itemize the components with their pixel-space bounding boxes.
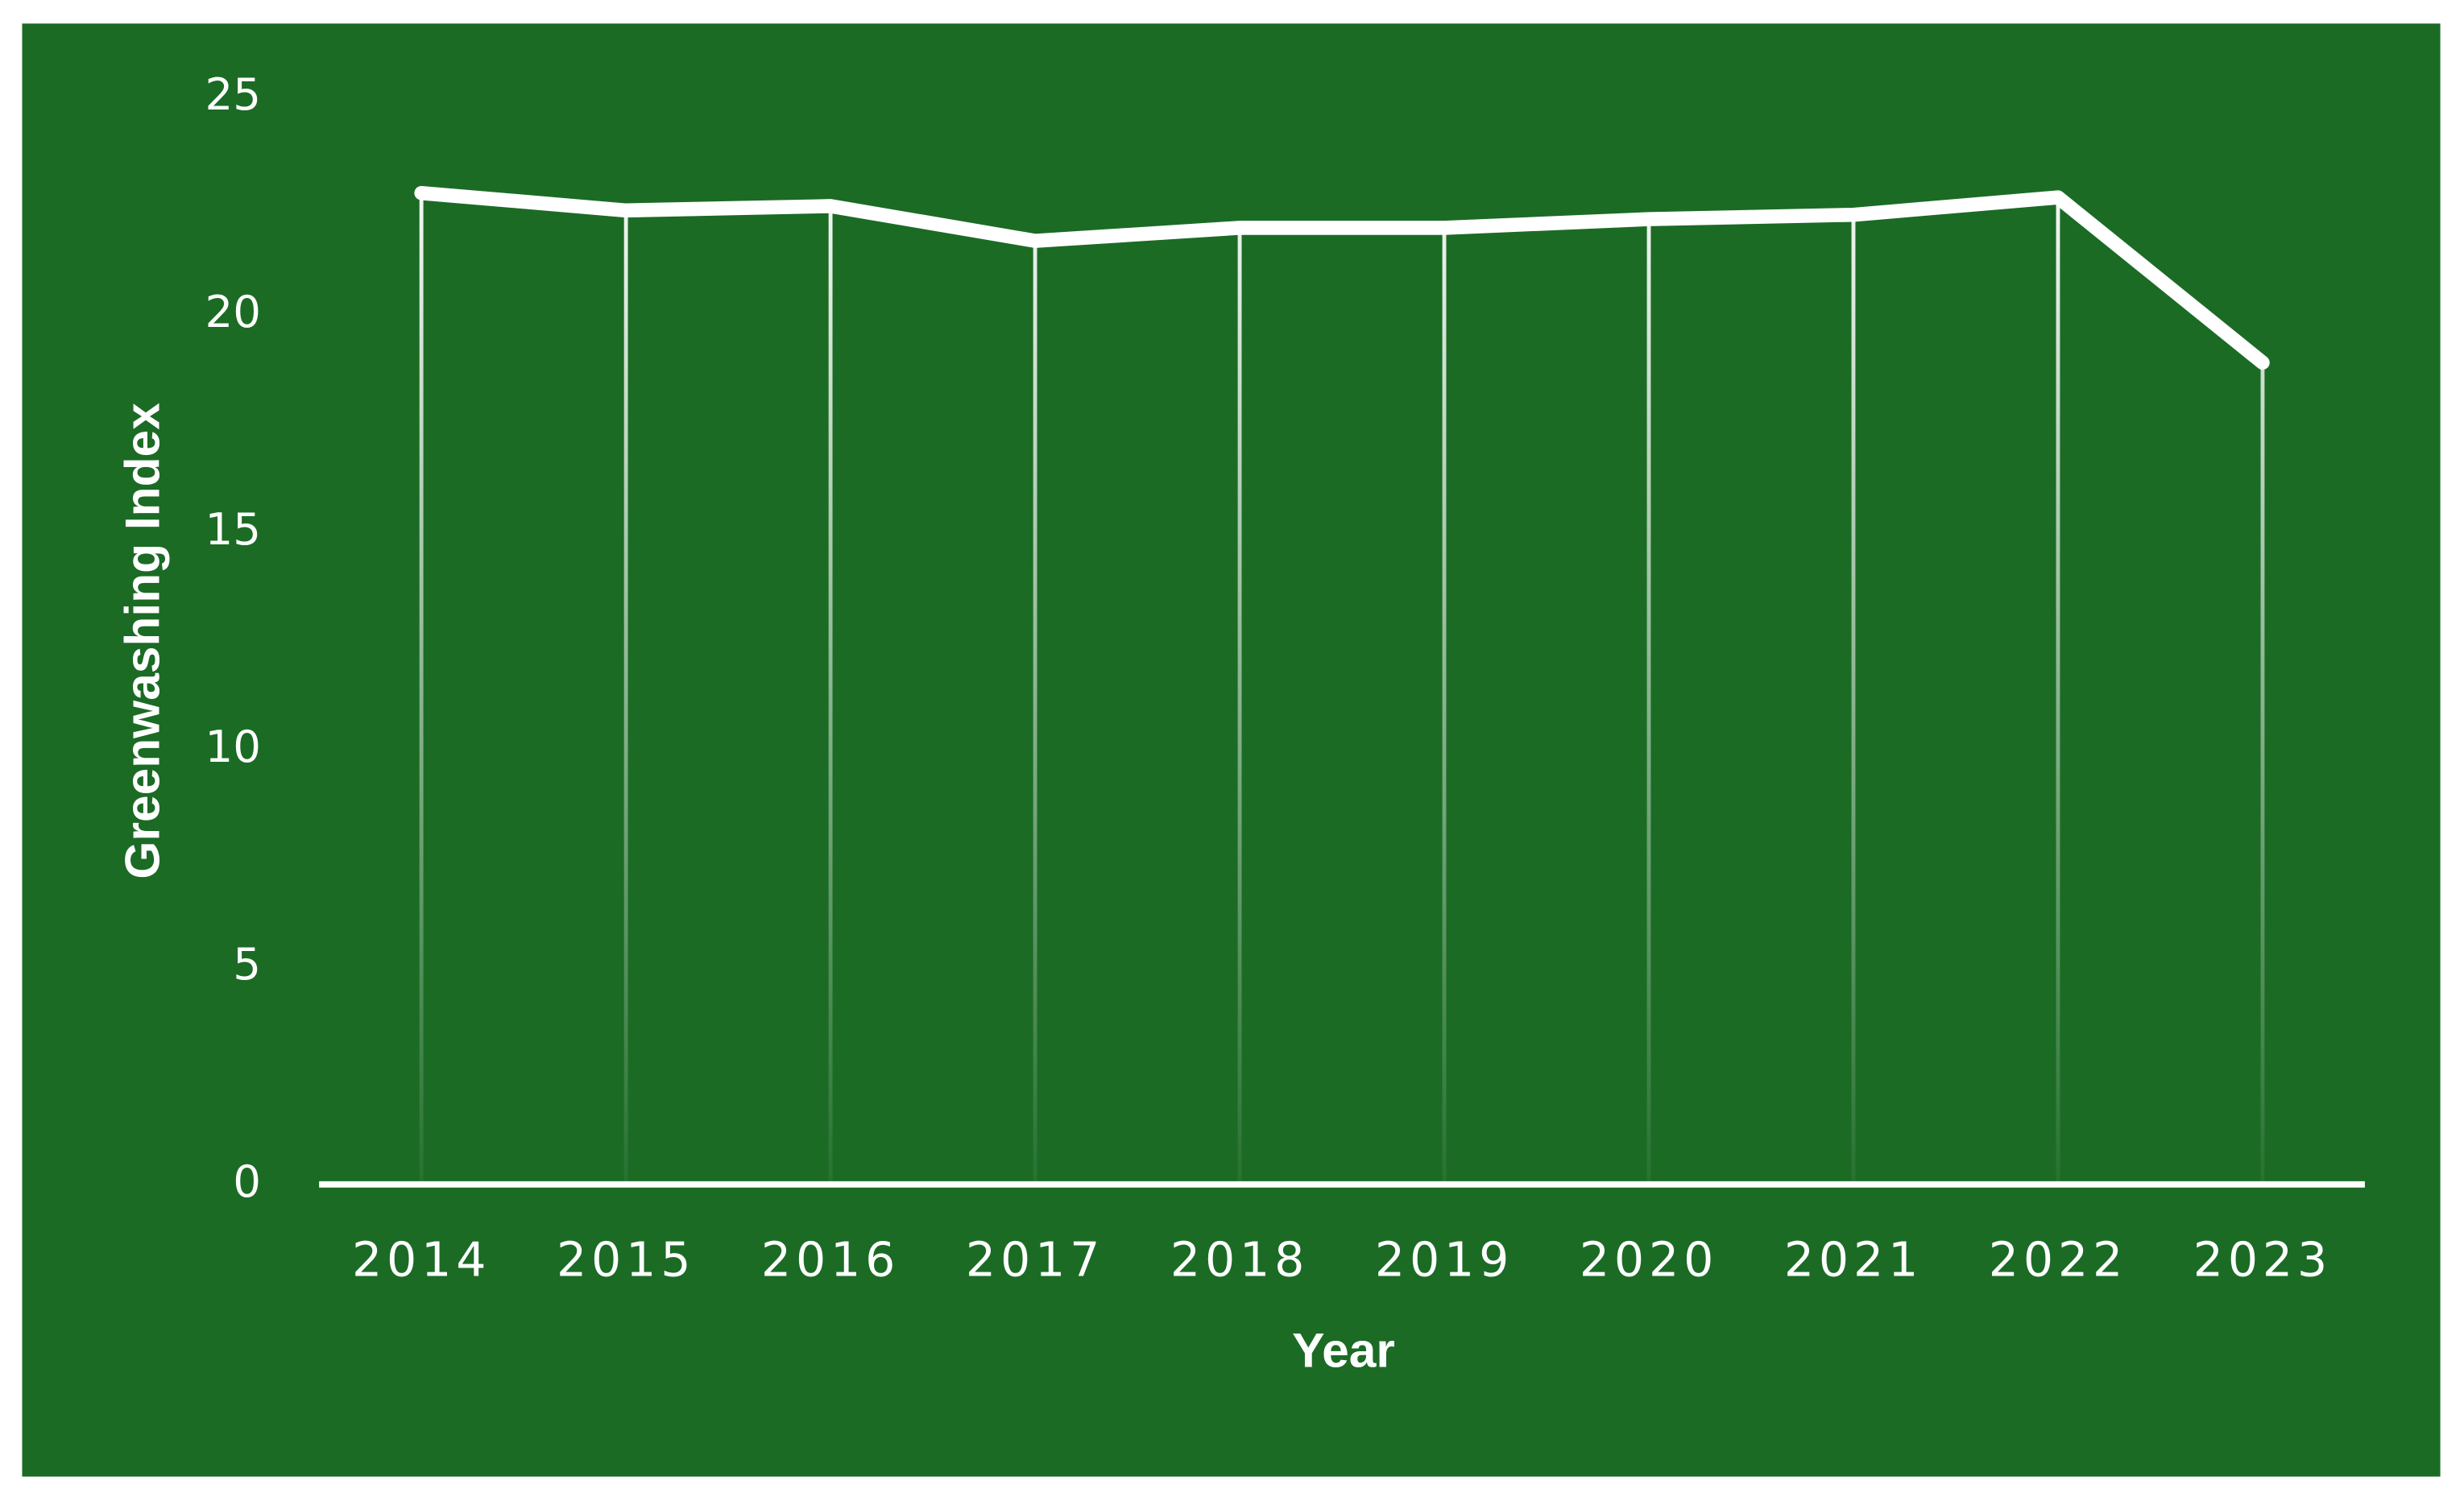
y-tick-label: 25 bbox=[205, 68, 260, 120]
x-tick-label: 2023 bbox=[2193, 1232, 2332, 1287]
plot-background bbox=[22, 23, 2441, 1477]
x-tick-label: 2014 bbox=[352, 1232, 491, 1287]
y-tick-label: 15 bbox=[205, 503, 260, 555]
x-tick-label: 2015 bbox=[557, 1232, 695, 1287]
y-tick-label: 0 bbox=[233, 1156, 261, 1207]
x-tick-label: 2022 bbox=[1989, 1232, 2127, 1287]
y-tick-label: 20 bbox=[205, 286, 260, 337]
x-axis-title: Year bbox=[1292, 1322, 1395, 1377]
x-tick-label: 2021 bbox=[1784, 1232, 1923, 1287]
line-series bbox=[414, 185, 2270, 370]
y-tick-label: 10 bbox=[205, 721, 260, 772]
x-tick-label: 2016 bbox=[761, 1232, 900, 1287]
x-tick-label: 2017 bbox=[966, 1232, 1104, 1287]
x-tick-label: 2018 bbox=[1170, 1232, 1309, 1287]
y-tick-label: 5 bbox=[233, 938, 261, 990]
x-tick-label: 2019 bbox=[1375, 1232, 1514, 1287]
y-axis-title: Greenwashing Index bbox=[115, 403, 170, 879]
x-tick-label: 2020 bbox=[1580, 1232, 1718, 1287]
